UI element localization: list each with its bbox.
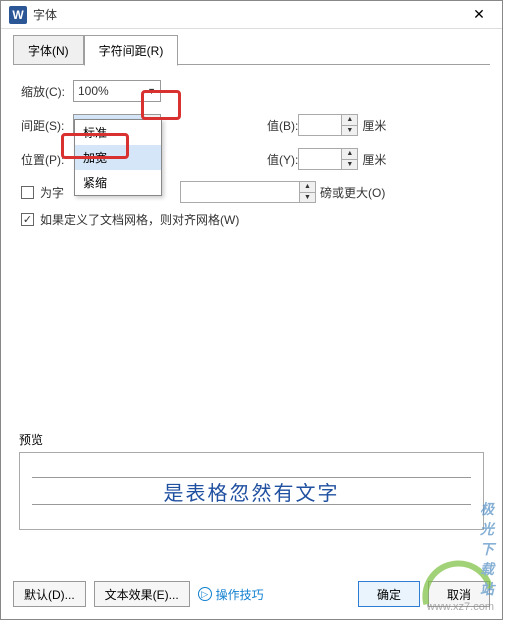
spin-down-icon[interactable]: ▼ [342,160,357,170]
value-y-input[interactable]: ▲ ▼ [298,148,358,170]
value-b-input[interactable]: ▲ ▼ [298,114,358,136]
play-icon: ▷ [198,587,212,601]
app-icon: W [9,6,27,24]
kerning-input[interactable]: ▲ ▼ [180,181,316,203]
tab-spacing[interactable]: 字符间距(R) [84,35,179,66]
titlebar: W 字体 ✕ [1,1,502,29]
preview-label: 预览 [19,431,484,448]
dropdown-item-standard[interactable]: 标准 [75,120,161,145]
dropdown-item-condensed[interactable]: 紧缩 [75,170,161,195]
tips-link[interactable]: ▷ 操作技巧 [198,586,264,603]
preview-box: 是表格忽然有文字 [19,452,484,530]
scale-combo[interactable]: 100% ▼ [73,80,161,102]
value-y-spinner: ▲ ▼ [341,149,357,169]
spin-up-icon[interactable]: ▲ [342,149,357,160]
preview-section: 预览 是表格忽然有文字 [19,431,484,530]
position-label: 位置(P): [21,151,73,168]
kerning-label: 为字 [40,184,64,201]
grid-align-row: 如果定义了文档网格，则对齐网格(W) [21,211,482,228]
ok-button[interactable]: 确定 [358,581,420,607]
tab-font[interactable]: 字体(N) [13,35,84,65]
preview-text: 是表格忽然有文字 [164,477,340,506]
spin-up-icon[interactable]: ▲ [300,182,315,193]
value-y-label: 值(Y): [267,151,298,168]
font-dialog: W 字体 ✕ 字体(N) 字符间距(R) 缩放(C): 100% ▼ 间距(S)… [0,0,503,620]
unit-cm-2: 厘米 [362,151,386,168]
dropdown-arrow-icon: ▼ [147,86,156,96]
scale-label: 缩放(C): [21,83,73,100]
preview-line [32,477,471,478]
value-b-label: 值(B): [267,117,298,134]
spin-down-icon[interactable]: ▼ [342,126,357,136]
spin-down-icon[interactable]: ▼ [300,193,315,203]
dropdown-item-expanded[interactable]: 加宽 [75,145,161,170]
cancel-button[interactable]: 取消 [428,581,490,607]
default-button[interactable]: 默认(D)... [13,581,86,607]
value-b-field[interactable] [299,115,341,135]
kerning-checkbox[interactable] [21,186,34,199]
text-effects-button[interactable]: 文本效果(E)... [94,581,190,607]
spacing-dropdown-panel: 标准 加宽 紧缩 [74,119,162,196]
tips-text: 操作技巧 [216,586,264,603]
preview-line [32,504,471,505]
tab-bar: 字体(N) 字符间距(R) [1,29,502,65]
grid-align-label: 如果定义了文档网格，则对齐网格(W) [40,211,239,228]
close-button[interactable]: ✕ [464,3,494,27]
points-or-more-label: 磅或更大(O) [320,184,385,201]
spin-up-icon[interactable]: ▲ [342,115,357,126]
kerning-spinner: ▲ ▼ [299,182,315,202]
window-title: 字体 [33,6,464,23]
value-b-spinner: ▲ ▼ [341,115,357,135]
spacing-label: 间距(S): [21,117,73,134]
kerning-field[interactable] [181,182,299,202]
grid-align-checkbox[interactable] [21,213,34,226]
unit-cm-1: 厘米 [362,117,386,134]
footer: 默认(D)... 文本效果(E)... ▷ 操作技巧 确定 取消 [13,581,490,607]
value-y-field[interactable] [299,149,341,169]
scale-value: 100% [78,84,109,98]
